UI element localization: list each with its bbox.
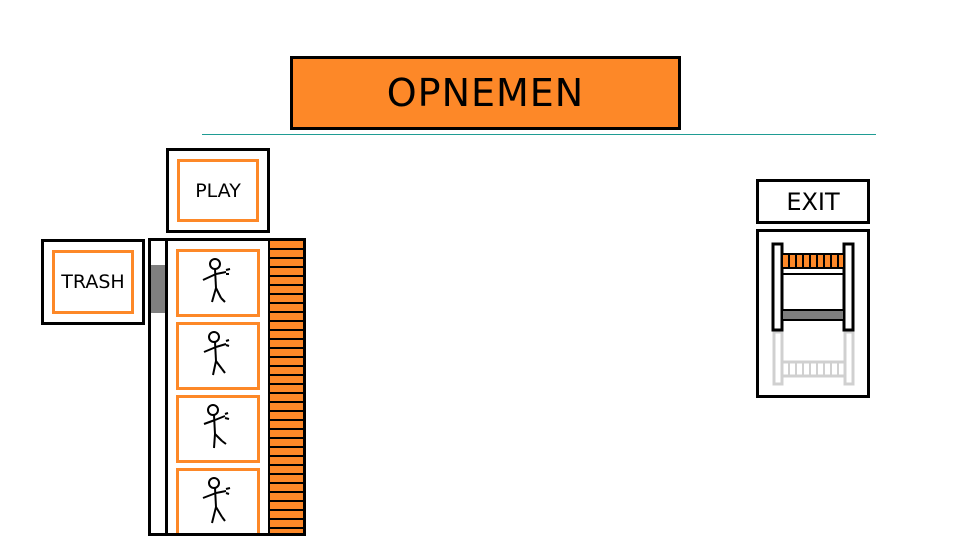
title-banner: OPNEMEN bbox=[290, 56, 681, 130]
play-label: PLAY bbox=[195, 179, 241, 202]
page-title: OPNEMEN bbox=[386, 71, 585, 115]
trash-label: TRASH bbox=[61, 271, 125, 293]
frame-thumbnail[interactable] bbox=[176, 322, 260, 390]
stick-figure-icon bbox=[203, 404, 230, 449]
frame-thumbnail[interactable] bbox=[176, 468, 260, 533]
exit-label: EXIT bbox=[786, 187, 840, 216]
film-sprocket-strip bbox=[268, 241, 303, 533]
bunk-bed-icon bbox=[771, 242, 855, 386]
stick-figure-icon bbox=[203, 331, 230, 376]
frame-thumbnail[interactable] bbox=[176, 249, 260, 317]
frame-strip bbox=[165, 238, 306, 536]
title-divider bbox=[202, 134, 876, 135]
frame-thumbnail[interactable] bbox=[176, 395, 260, 463]
bunk-bed-panel[interactable] bbox=[756, 229, 870, 398]
play-button-inner[interactable]: PLAY bbox=[177, 159, 259, 222]
stick-figure-icon bbox=[202, 477, 231, 524]
stick-figure-icon bbox=[202, 258, 231, 303]
scrollbar-thumb[interactable] bbox=[151, 265, 165, 313]
trash-button[interactable]: TRASH bbox=[41, 239, 145, 325]
play-button[interactable]: PLAY bbox=[166, 148, 270, 233]
exit-button[interactable]: EXIT bbox=[756, 179, 870, 224]
trash-button-inner[interactable]: TRASH bbox=[52, 250, 134, 314]
